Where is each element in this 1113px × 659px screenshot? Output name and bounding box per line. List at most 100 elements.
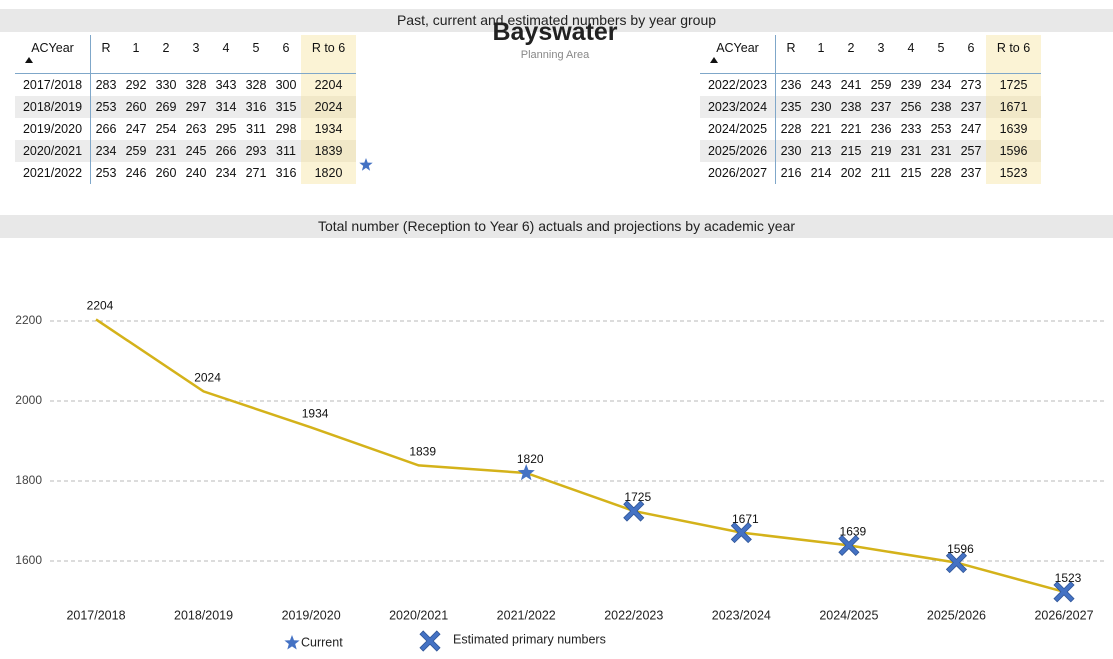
table-cell: 214 [810,166,832,180]
table-cell: 234 [930,78,952,92]
table-cell: 257 [956,140,986,162]
section-header: Past, current and estimated numbers by y… [0,9,1113,32]
data-table: ACYear R 1 2 3 4 5 6 R to 6 2022/2023 236 243 241 259… [700,35,1041,184]
table-row: 2024/2025 228 221 221 236 233 253 247 1639 [700,118,1041,140]
column-header-text: 4 [907,41,915,55]
table-cell: 259 [121,140,151,162]
table-cell: 2018/2019 [15,96,91,118]
table-row: 2020/2021 234 259 231 245 266 293 311 1839 [15,140,356,162]
table-cell: 211 [871,166,891,180]
column-header-text: 5 [252,41,260,55]
table-cell: 213 [806,140,836,162]
column-header: 2 [836,35,866,74]
sort-arrow [25,57,33,63]
x-tick-label: 2019/2020 [282,608,341,622]
column-header-text: R [101,41,111,55]
table-cell: 2024 [301,96,356,118]
table-cell: 237 [956,96,986,118]
column-header: ACYear [700,35,776,74]
column-header-text: 3 [192,41,200,55]
data-table: ACYear R 1 2 3 4 5 6 R to 6 2017/2018 283 292 330 328… [15,35,356,184]
column-header: 3 [181,35,211,74]
x-tick-label: 2025/2026 [927,608,986,622]
table-cell: 1523 [986,162,1041,184]
table-cell: 297 [181,96,211,118]
table-cell: 330 [155,78,177,92]
column-header-text: 4 [222,41,230,55]
table-cell: 316 [275,166,297,180]
table-cell: 2019/2020 [15,118,91,140]
x-tick-label: 2026/2027 [1034,608,1093,622]
table-cell: 1639 [986,118,1041,140]
table-cell: 2020/2021 [15,140,91,162]
table-cell: 202 [840,166,862,180]
column-header: 5 [926,35,956,74]
chart-title: Total number (Reception to Year 6) actua… [0,215,1113,238]
data-label: 1934 [302,407,329,421]
column-header-text: 1 [132,41,140,55]
estimate-marker [1053,581,1075,603]
table-cell: 1820 [301,162,356,184]
table-cell: 1839 [301,140,356,162]
column-header: 1 [806,35,836,74]
table-cell: 266 [95,122,117,136]
area-card: Bayswater Planning Area [455,18,655,61]
table-cell: 254 [155,122,177,136]
table-cell: 300 [275,78,297,92]
x-tick-label: 2021/2022 [497,608,556,622]
data-label: 2024 [194,371,221,385]
header-row: ACYear R 1 2 3 4 5 6 R to 6 [15,35,356,74]
table-cell: 260 [155,166,177,180]
table-cell: 1671 [986,96,1041,118]
column-header: 3 [866,35,896,74]
table-row: 2026/2027 216 214 202 211 215 228 237 1523 [700,162,1041,184]
x-tick-label: 2017/2018 [66,608,125,622]
table-cell: 236 [870,122,892,136]
x-tick-label: 2022/2023 [604,608,663,622]
y-tick-label: 1800 [15,473,42,487]
table-row: 2022/2023 236 243 241 259 239 234 273 1725 [700,73,1041,96]
column-header: 6 [956,35,986,74]
table-cell: 316 [241,96,271,118]
x-tick-label: 2023/2024 [712,608,771,622]
table-row: 2025/2026 230 213 215 219 231 231 257 1596 [700,140,1041,162]
table-cell: 315 [271,96,301,118]
table-cell: 2024/2025 [700,118,776,140]
table-cell: 253 [930,122,952,136]
table-cell: 1596 [986,140,1041,162]
column-header: 2 [151,35,181,74]
column-header-text: R to 6 [311,41,346,55]
table-row: 2021/2022 253 246 260 240 234 271 316 1820 [15,162,356,184]
table-cell: 263 [185,122,207,136]
column-header: 1 [121,35,151,74]
table-cell: 237 [866,96,896,118]
column-header-text: 2 [162,41,170,55]
x-tick-label: 2018/2019 [174,608,233,622]
estimate-marker [623,500,645,522]
table-cell: 328 [245,78,267,92]
table-cell: 328 [185,78,207,92]
current-indicator [359,158,373,171]
table-cell: 311 [246,122,266,136]
estimate-marker [945,552,968,574]
table-row: 2019/2020 266 247 254 263 295 311 298 1934 [15,118,356,140]
legend-label: Current [301,635,343,649]
table-cell: 2026/2027 [700,162,776,184]
data-label: 1820 [517,452,544,466]
table-cell: 256 [896,96,926,118]
table-cell: 237 [960,166,982,180]
table-cell: 2017/2018 [15,73,91,96]
series-line [95,318,1065,594]
table-cell: 243 [810,78,832,92]
estimate-marker [838,534,860,556]
table-cell: 311 [271,140,301,162]
table-cell: 216 [780,166,802,180]
column-header: R to 6 [986,35,1041,74]
table-cell: 266 [211,140,241,162]
column-header-text: R to 6 [996,41,1031,55]
table-cell: 1725 [986,73,1041,96]
table-cell: 241 [840,78,862,92]
legend-label: Estimated primary numbers [453,632,606,646]
table-cell: 247 [125,122,147,136]
